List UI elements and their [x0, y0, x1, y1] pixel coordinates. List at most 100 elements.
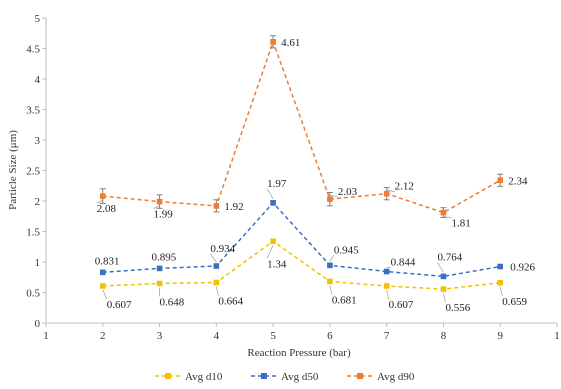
- data-label: 0.934: [210, 243, 235, 255]
- y-tick-label: 0.5: [26, 288, 40, 300]
- data-point: [270, 38, 276, 45]
- data-point: [327, 262, 333, 269]
- data-label: 0.607: [107, 299, 132, 311]
- data-label: 0.556: [445, 302, 470, 314]
- data-point: [327, 278, 333, 285]
- label-leader: [266, 245, 274, 259]
- data-point: [270, 238, 276, 245]
- data-label: 2.08: [97, 203, 117, 215]
- data-point: [440, 209, 447, 216]
- label-leader: [386, 289, 390, 300]
- label-leader: [329, 255, 335, 262]
- legend-swatch-marker: [357, 373, 363, 379]
- data-point: [497, 177, 504, 184]
- label-leader: [96, 199, 103, 204]
- data-label: 2.34: [508, 175, 528, 187]
- data-point: [156, 198, 163, 205]
- label-leader: [266, 188, 274, 200]
- legend-swatch-marker: [165, 373, 171, 379]
- data-label: 1.92: [224, 201, 243, 213]
- y-tick-label: 2.5: [26, 166, 40, 178]
- legend-label: Avg d50: [281, 371, 319, 383]
- legend-label: Avg d10: [185, 371, 223, 383]
- label-leader: [210, 253, 217, 263]
- legend-item: Avg d10: [155, 371, 223, 383]
- data-label: 0.831: [95, 255, 120, 267]
- data-point: [440, 286, 447, 292]
- series-avg-d50: [99, 200, 504, 280]
- data-point: [327, 196, 333, 202]
- data-point: [270, 200, 276, 206]
- label-leader: [329, 285, 333, 295]
- data-label: 0.648: [160, 296, 185, 308]
- legend-swatch-marker: [261, 373, 267, 379]
- data-label: 0.659: [502, 296, 527, 308]
- data-label: 0.844: [391, 257, 416, 269]
- label-leader: [153, 205, 160, 209]
- label-leader: [215, 286, 219, 296]
- x-tick-label: 7: [384, 330, 390, 342]
- data-label: 0.926: [510, 262, 535, 274]
- data-label: 0.764: [437, 251, 462, 263]
- x-tick-label: 6: [327, 330, 333, 342]
- series-line: [102, 201, 501, 278]
- x-tick-label: 4: [214, 330, 220, 342]
- data-label: 2.12: [395, 181, 414, 193]
- data-label: 0.895: [152, 251, 177, 263]
- data-point: [497, 280, 504, 286]
- label-leader: [329, 194, 338, 198]
- series-avg-d10: [99, 238, 504, 292]
- x-tick-label: 1: [43, 330, 49, 342]
- y-tick-label: 2: [35, 196, 41, 208]
- data-point: [99, 269, 106, 276]
- axes: 0 0.5 1 1.5 2 2.5 3 3.5 4 4.5 5 1 2 3 4 5 6 7 8 9 1: [26, 13, 560, 342]
- data-label: 4.61: [281, 37, 300, 49]
- data-point: [99, 283, 106, 289]
- legend-label: Avg d90: [377, 371, 415, 383]
- x-tick-label: 8: [441, 330, 447, 342]
- data-point: [213, 203, 220, 209]
- data-point: [213, 279, 220, 286]
- y-tick-label: 0: [35, 318, 41, 330]
- x-axis-title: Reaction Pressure (bar): [247, 347, 351, 359]
- label-leader: [443, 216, 452, 218]
- y-tick-label: 1: [35, 257, 41, 269]
- label-leader: [102, 289, 108, 300]
- legend-item: Avg d90: [347, 371, 415, 383]
- data-labels: 0.607 0.648 0.664 1.34 0.681 0.607 0.556 0.659 0…: [95, 37, 536, 314]
- y-tick-label: 5: [35, 13, 41, 25]
- data-point: [156, 280, 163, 287]
- y-tick-label: 3.5: [26, 105, 40, 117]
- data-label: 1.34: [267, 258, 287, 270]
- y-tick-label: 4: [35, 74, 41, 86]
- label-leader: [386, 189, 395, 193]
- data-point: [440, 273, 447, 280]
- series-line: [102, 39, 501, 214]
- y-tick-label: 4.5: [26, 44, 40, 56]
- x-tick-label: 5: [270, 330, 276, 342]
- y-tick-label: 3: [35, 135, 41, 147]
- data-label: 0.664: [218, 295, 243, 307]
- data-point: [383, 283, 390, 289]
- data-point: [156, 265, 163, 272]
- plot-series: [99, 35, 504, 292]
- data-label: 0.681: [332, 294, 357, 306]
- label-leader: [499, 286, 503, 296]
- x-tick-label: 1: [554, 330, 560, 342]
- data-label: 1.99: [154, 209, 174, 221]
- data-label: 0.607: [389, 299, 414, 311]
- data-label: 2.03: [338, 186, 358, 198]
- data-point: [383, 190, 390, 197]
- label-leader: [437, 262, 444, 273]
- series-avg-d90: [99, 35, 504, 218]
- data-label: 1.97: [267, 178, 287, 190]
- data-label: 0.945: [334, 244, 359, 256]
- label-leader: [443, 292, 446, 303]
- data-point: [213, 263, 220, 269]
- data-point: [383, 268, 390, 275]
- y-tick-label: 1.5: [26, 227, 40, 239]
- legend-item: Avg d50: [251, 371, 319, 383]
- data-point: [99, 193, 106, 199]
